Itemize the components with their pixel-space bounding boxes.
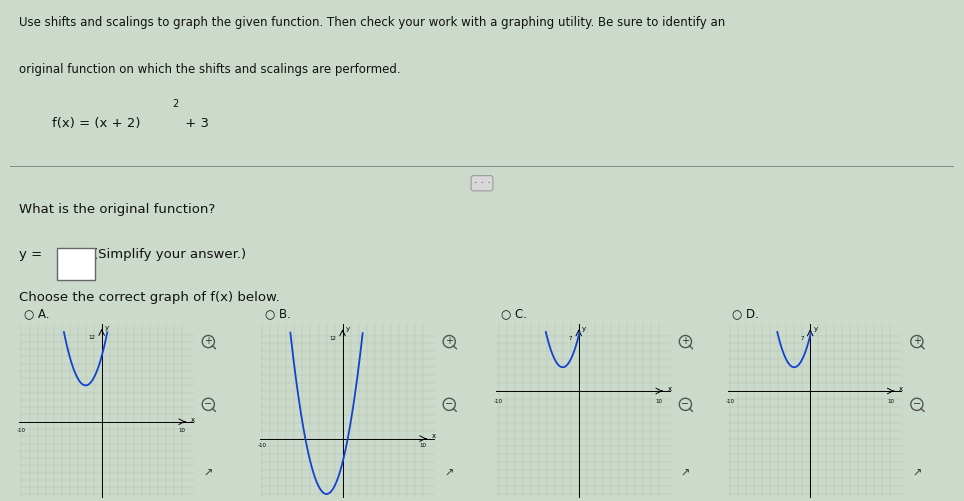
- Text: original function on which the shifts and scalings are performed.: original function on which the shifts an…: [19, 63, 401, 76]
- Text: ↗: ↗: [203, 469, 213, 479]
- Text: ○ D.: ○ D.: [733, 307, 760, 320]
- Text: · · ·: · · ·: [473, 178, 491, 188]
- Text: y =: y =: [19, 248, 42, 262]
- Text: -10: -10: [495, 399, 503, 404]
- Text: -10: -10: [17, 427, 26, 432]
- Text: 2: 2: [173, 100, 178, 110]
- Text: y: y: [105, 325, 109, 331]
- Text: Choose the correct graph of f(x) below.: Choose the correct graph of f(x) below.: [19, 291, 280, 304]
- FancyBboxPatch shape: [57, 248, 94, 280]
- Text: ○ C.: ○ C.: [501, 307, 527, 320]
- Text: 7: 7: [800, 336, 804, 341]
- Text: x: x: [191, 416, 195, 422]
- Text: f(x) = (x + 2): f(x) = (x + 2): [52, 117, 141, 130]
- Text: −: −: [445, 399, 453, 409]
- Text: y: y: [814, 326, 817, 332]
- Text: x: x: [668, 386, 672, 392]
- Text: 10: 10: [656, 399, 662, 404]
- Text: ○ B.: ○ B.: [265, 307, 290, 320]
- Text: ↗: ↗: [912, 469, 922, 479]
- Text: −: −: [204, 399, 212, 409]
- Text: ↗: ↗: [681, 469, 690, 479]
- Text: y: y: [582, 326, 586, 332]
- Text: 12: 12: [329, 336, 336, 341]
- Text: 10: 10: [178, 427, 185, 432]
- Text: 10: 10: [887, 399, 894, 404]
- Text: 12: 12: [89, 335, 95, 340]
- Text: -10: -10: [726, 399, 735, 404]
- Text: x: x: [899, 386, 903, 392]
- Text: −: −: [913, 399, 921, 409]
- Text: +: +: [445, 336, 453, 346]
- Text: +: +: [204, 336, 212, 346]
- Text: ↗: ↗: [444, 469, 454, 479]
- Text: (Simplify your answer.): (Simplify your answer.): [93, 248, 246, 262]
- Text: −: −: [682, 399, 689, 409]
- Text: +: +: [913, 336, 921, 346]
- Text: Use shifts and scalings to graph the given function. Then check your work with a: Use shifts and scalings to graph the giv…: [19, 16, 725, 29]
- Text: 7: 7: [569, 336, 573, 341]
- Text: x: x: [432, 433, 436, 439]
- Text: ○ A.: ○ A.: [24, 307, 49, 320]
- Text: What is the original function?: What is the original function?: [19, 203, 215, 216]
- Text: -10: -10: [258, 443, 267, 448]
- Text: + 3: + 3: [180, 117, 208, 130]
- Text: 10: 10: [419, 443, 426, 448]
- Text: y: y: [346, 326, 350, 332]
- Text: +: +: [682, 336, 689, 346]
